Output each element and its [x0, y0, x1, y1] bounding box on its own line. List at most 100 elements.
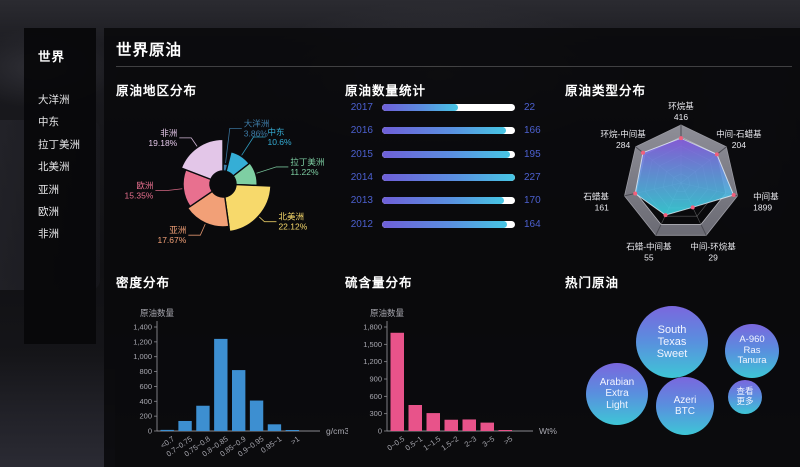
sidebar-item-latin-america[interactable]: 拉丁美洲: [38, 138, 80, 151]
bubble-arabian-extra-light[interactable]: Arabian Extra Light: [586, 363, 648, 425]
histogram-bar[interactable]: [444, 419, 459, 431]
view-more-bubble[interactable]: 查看 更多: [728, 380, 762, 414]
histogram-bar[interactable]: [178, 420, 192, 431]
section-title-type-distribution: 原油类型分布: [565, 84, 647, 98]
bar-value: 195: [524, 148, 541, 160]
quantity-bar-row[interactable]: 2015 195: [345, 143, 560, 166]
main-panel: 世界原油 原油地区分布 原油数量统计 原油类型分布 密度分布 硫含量分布 热门原…: [104, 28, 800, 467]
radar-axis-value: 161: [595, 202, 609, 212]
bar-value: 166: [524, 125, 541, 137]
sidebar-item-oceania[interactable]: 大洋洲: [38, 94, 70, 106]
bubble-label-line: South: [657, 323, 687, 336]
bubble-label-line: A-960: [739, 334, 765, 346]
bubble-label-line: Sweet: [656, 348, 688, 361]
bar-year-label: 2017: [350, 102, 373, 114]
title-divider: [116, 66, 792, 67]
radar-axis-value: 204: [732, 140, 746, 150]
bubble-a960-ras-tanura[interactable]: A-960 Ras Tanura: [725, 324, 779, 378]
radar-axis-label: 中间-环烷基: [690, 242, 736, 252]
y-axis-title: 原油数量: [370, 308, 405, 318]
section-title-quantity-statistics: 原油数量统计: [345, 84, 427, 98]
y-tick-label: 1,200: [133, 337, 152, 346]
bar-year-label: 2012: [350, 218, 373, 230]
pie-percent: 19.18%: [148, 138, 177, 148]
pie-percent: 11.22%: [290, 167, 319, 177]
histogram-bar[interactable]: [214, 338, 228, 431]
radar-axis-value: 416: [674, 112, 688, 122]
radar-axis-label: 石蜡-中间基: [626, 242, 672, 252]
y-tick-label: 400: [139, 397, 152, 406]
histogram-bar[interactable]: [390, 332, 405, 431]
pie-percent: 3.86%: [244, 128, 269, 138]
quantity-bar-row[interactable]: 2013 170: [345, 189, 560, 212]
bubble-label-line: Extra: [605, 388, 629, 400]
y-tick-label: 1,800: [363, 323, 382, 332]
bubble-label-line: Arabian: [599, 377, 635, 389]
section-title-sulfur-distribution: 硫含量分布: [345, 276, 413, 290]
bar-year-label: 2013: [350, 195, 373, 207]
pie-slice-africa[interactable]: [180, 138, 224, 181]
sidebar-item-middle-east[interactable]: 中东: [38, 116, 59, 129]
bubble-label-line: Texas: [657, 335, 687, 348]
x-axis-unit: g/cm3: [326, 426, 348, 436]
bubble-south-texas-sweet[interactable]: South Texas Sweet: [636, 306, 708, 378]
histogram-bar[interactable]: [160, 429, 174, 431]
histogram-bar[interactable]: [426, 413, 441, 431]
radar-data-polygon[interactable]: [634, 137, 735, 216]
x-tick-label: >1: [289, 434, 301, 446]
y-tick-label: 1,400: [133, 323, 152, 332]
y-tick-label: 900: [369, 375, 382, 384]
radar-axis-label: 环烷-中间基: [600, 129, 646, 139]
histogram-bar[interactable]: [480, 422, 495, 431]
pie-slice-asia[interactable]: [186, 190, 230, 228]
radar-axis-label: 中间基: [753, 191, 779, 201]
x-axis-unit: Wt%: [539, 426, 557, 436]
bar-value: 22: [524, 102, 536, 114]
y-tick-label: 600: [139, 382, 152, 391]
histogram-bar[interactable]: [232, 370, 246, 431]
y-tick-label: 0: [378, 427, 382, 436]
histogram-bar[interactable]: [196, 405, 210, 431]
pie-label: 欧洲: [136, 181, 153, 191]
quantity-bar-row[interactable]: 2017 22: [345, 96, 560, 119]
x-tick-label: 1.5~2: [439, 434, 460, 452]
pie-label: 大洋洲: [244, 118, 270, 128]
bar-fill: [382, 220, 508, 228]
histogram-bar[interactable]: [249, 400, 264, 431]
y-tick-label: 800: [139, 367, 152, 376]
sidebar-item-north-america[interactable]: 北美洲: [38, 161, 70, 174]
sidebar-item-africa[interactable]: 非洲: [38, 228, 59, 241]
pie-label: 拉丁美洲: [290, 157, 324, 167]
sidebar-header-world[interactable]: 世界: [38, 50, 66, 64]
quantity-bar-row[interactable]: 2016 166: [345, 119, 560, 142]
pie-percent: 10.6%: [267, 137, 292, 147]
radar-axis-value: 29: [708, 253, 718, 263]
radar-axis-label: 石蜡基: [583, 191, 609, 201]
bar-track: [382, 104, 515, 112]
bar-value: 170: [524, 195, 541, 207]
section-title-density-distribution: 密度分布: [116, 276, 171, 290]
x-tick-label: 0~0.5: [385, 434, 406, 452]
quantity-bar-row[interactable]: 2014 227: [345, 166, 560, 189]
pie-label: 中东: [267, 127, 284, 137]
histogram-bar[interactable]: [498, 430, 513, 431]
sidebar-item-europe[interactable]: 欧洲: [38, 206, 59, 219]
quantity-bar-chart: 2017 22 2016 166 2015 195 2014 227 2013 170 2012 16…: [345, 96, 560, 236]
y-tick-label: 1,500: [363, 340, 382, 349]
pie-slice-north-america[interactable]: [224, 183, 272, 233]
histogram-bar[interactable]: [267, 424, 282, 431]
histogram-bar[interactable]: [462, 419, 477, 431]
x-tick-label: 0.95~1: [259, 434, 283, 455]
quantity-bar-row[interactable]: 2012 164: [345, 212, 560, 235]
bubble-label-line: Tanura: [737, 355, 767, 367]
histogram-bar[interactable]: [285, 430, 299, 431]
histogram-bar[interactable]: [408, 405, 423, 431]
bubble-azeri-btc[interactable]: Azeri BTC: [656, 377, 714, 435]
section-title-region-distribution: 原油地区分布: [116, 84, 198, 98]
y-tick-label: 0: [148, 427, 152, 436]
bar-fill: [382, 150, 510, 158]
bar-fill: [382, 127, 506, 135]
sidebar-item-asia[interactable]: 亚洲: [38, 183, 59, 196]
